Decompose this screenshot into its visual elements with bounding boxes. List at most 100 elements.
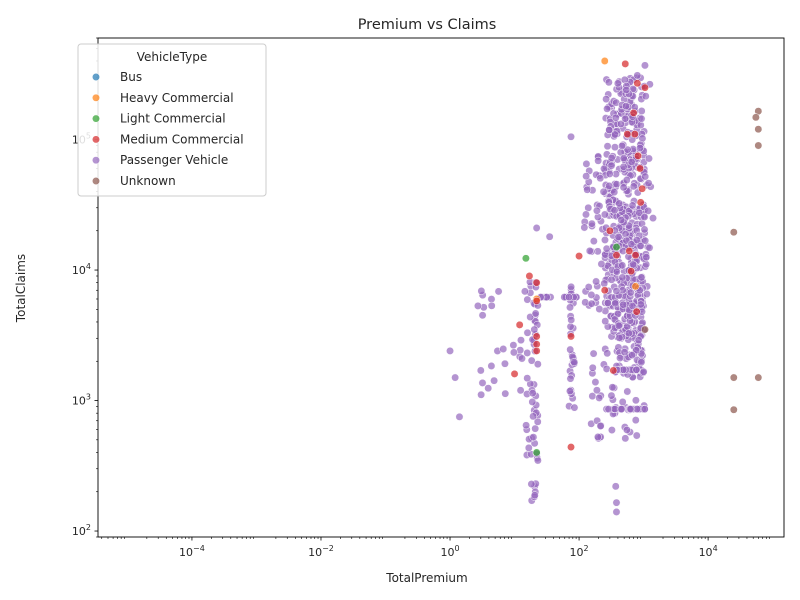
point-passenger-vehicle	[529, 433, 538, 442]
point-passenger-vehicle	[610, 143, 619, 152]
point-passenger-vehicle	[478, 311, 487, 320]
point-passenger-vehicle	[603, 104, 612, 113]
point-unknown	[754, 373, 763, 382]
point-unknown	[729, 405, 738, 414]
point-passenger-vehicle	[622, 85, 631, 94]
point-medium-commercial	[532, 296, 541, 305]
point-passenger-vehicle	[612, 180, 621, 189]
point-medium-commercial	[623, 130, 632, 139]
point-passenger-vehicle	[621, 434, 630, 443]
point-passenger-vehicle	[617, 216, 626, 225]
point-passenger-vehicle	[631, 396, 640, 405]
point-passenger-vehicle	[509, 348, 518, 357]
point-passenger-vehicle	[526, 313, 535, 321]
point-passenger-vehicle	[589, 349, 598, 358]
y-tick-label: 103	[72, 393, 91, 408]
point-medium-commercial	[632, 307, 641, 316]
point-unknown	[729, 228, 738, 237]
point-passenger-vehicle	[592, 206, 601, 215]
legend-title: VehicleType	[137, 50, 207, 64]
legend-marker-bus	[92, 73, 100, 81]
point-passenger-vehicle	[501, 359, 509, 368]
point-passenger-vehicle	[545, 232, 554, 241]
point-passenger-vehicle	[640, 225, 649, 234]
point-passenger-vehicle	[566, 387, 574, 396]
point-passenger-vehicle	[478, 378, 487, 387]
point-passenger-vehicle	[530, 491, 539, 500]
point-passenger-vehicle	[603, 349, 612, 358]
point-passenger-vehicle	[631, 416, 640, 425]
point-heavy-commercial	[631, 282, 640, 291]
point-passenger-vehicle	[612, 508, 621, 516]
point-passenger-vehicle	[605, 181, 614, 190]
point-passenger-vehicle	[612, 267, 621, 276]
point-passenger-vehicle	[587, 290, 596, 299]
point-passenger-vehicle	[530, 325, 539, 334]
point-medium-commercial	[510, 369, 519, 378]
point-passenger-vehicle	[582, 172, 591, 181]
point-passenger-vehicle	[611, 130, 619, 139]
point-medium-commercial	[627, 267, 636, 276]
point-passenger-vehicle	[605, 169, 614, 178]
point-passenger-vehicle	[455, 412, 464, 421]
legend-label-unknown: Unknown	[120, 174, 176, 188]
point-passenger-vehicle	[623, 145, 632, 154]
point-passenger-vehicle	[570, 403, 579, 412]
point-heavy-commercial	[600, 57, 609, 65]
point-passenger-vehicle	[487, 362, 496, 370]
point-passenger-vehicle	[446, 346, 454, 355]
point-passenger-vehicle	[622, 102, 630, 111]
x-axis-label: TotalPremium	[385, 571, 467, 585]
point-passenger-vehicle	[533, 360, 542, 369]
point-medium-commercial	[621, 59, 630, 68]
legend-frame	[77, 43, 267, 197]
legend: VehicleType Bus Heavy Commercial Light Com…	[77, 43, 267, 197]
point-passenger-vehicle	[533, 456, 542, 465]
legend-label-passenger-vehicle: Passenger Vehicle	[120, 153, 228, 167]
point-passenger-vehicle	[623, 387, 632, 396]
point-passenger-vehicle	[487, 301, 496, 310]
point-passenger-vehicle	[527, 356, 536, 365]
legend-label-bus: Bus	[120, 70, 142, 84]
point-passenger-vehicle	[613, 79, 622, 88]
point-passenger-vehicle	[523, 328, 532, 337]
point-passenger-vehicle	[529, 412, 538, 421]
point-passenger-vehicle	[624, 329, 633, 338]
point-passenger-vehicle	[564, 293, 573, 302]
point-passenger-vehicle	[484, 384, 493, 393]
point-passenger-vehicle	[582, 159, 591, 168]
point-passenger-vehicle	[614, 321, 623, 330]
point-passenger-vehicle	[566, 322, 575, 331]
point-medium-commercial	[605, 226, 614, 235]
point-passenger-vehicle	[619, 162, 628, 171]
point-passenger-vehicle	[610, 206, 619, 215]
point-passenger-vehicle	[635, 208, 644, 217]
point-passenger-vehicle	[622, 425, 631, 434]
point-passenger-vehicle	[633, 71, 642, 80]
point-medium-commercial	[630, 130, 639, 139]
point-passenger-vehicle	[602, 95, 611, 104]
point-passenger-vehicle	[612, 498, 621, 507]
point-passenger-vehicle	[632, 365, 641, 374]
point-passenger-vehicle	[618, 141, 627, 150]
point-passenger-vehicle	[604, 78, 613, 87]
point-passenger-vehicle	[614, 233, 623, 241]
point-passenger-vehicle	[628, 201, 637, 210]
point-passenger-vehicle	[595, 305, 604, 313]
point-medium-commercial	[609, 366, 618, 375]
point-medium-commercial	[633, 79, 642, 88]
point-passenger-vehicle	[611, 482, 620, 491]
point-passenger-vehicle	[594, 156, 603, 165]
point-medium-commercial	[600, 286, 609, 295]
point-medium-commercial	[525, 272, 534, 280]
point-medium-commercial	[515, 320, 524, 329]
point-passenger-vehicle	[615, 333, 624, 342]
point-medium-commercial	[638, 184, 647, 193]
point-passenger-vehicle	[608, 383, 617, 392]
point-passenger-vehicle	[477, 390, 486, 399]
point-unknown	[754, 125, 763, 134]
point-passenger-vehicle	[618, 398, 627, 406]
point-passenger-vehicle	[628, 302, 637, 310]
point-passenger-vehicle	[649, 214, 657, 223]
